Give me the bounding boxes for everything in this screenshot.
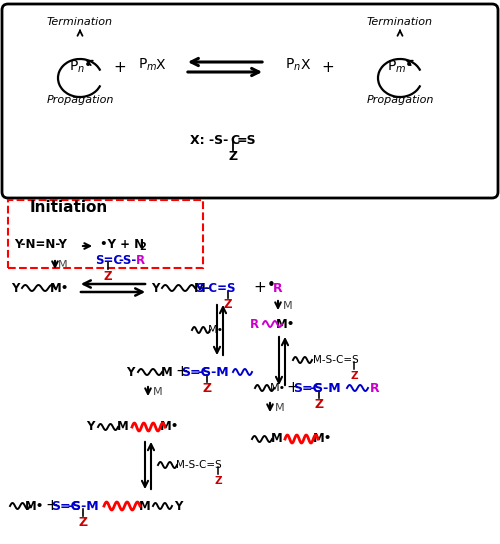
Text: M: M <box>139 499 151 512</box>
Text: Termination: Termination <box>47 17 113 27</box>
Text: X: X <box>300 58 310 72</box>
Text: =S: =S <box>237 133 256 146</box>
Text: Propagation: Propagation <box>46 95 114 105</box>
Text: M-S-C=S: M-S-C=S <box>176 460 222 470</box>
Text: M: M <box>275 403 285 413</box>
Text: R: R <box>370 381 380 394</box>
Text: S=C: S=C <box>95 254 122 267</box>
Text: •: • <box>266 279 276 294</box>
FancyBboxPatch shape <box>2 4 498 198</box>
Text: Z: Z <box>228 151 237 164</box>
Text: M: M <box>283 301 293 311</box>
Text: Z: Z <box>350 371 358 381</box>
Text: •: • <box>84 58 92 72</box>
Text: Y-N=N-Y: Y-N=N-Y <box>14 238 67 251</box>
Text: +: + <box>322 59 334 75</box>
Text: P$_n$: P$_n$ <box>69 59 85 75</box>
Text: S-C=S: S-C=S <box>195 281 235 294</box>
Text: R: R <box>273 281 283 294</box>
Text: Y: Y <box>86 421 94 434</box>
Text: S=C: S=C <box>52 499 80 512</box>
Text: Z: Z <box>104 269 112 282</box>
Text: M•: M• <box>270 383 286 393</box>
Text: M-S-C=S: M-S-C=S <box>313 355 359 365</box>
Text: +: + <box>114 59 126 75</box>
Text: Z: Z <box>202 382 211 395</box>
Text: Propagation: Propagation <box>366 95 434 105</box>
Text: P$_n$: P$_n$ <box>285 57 301 73</box>
Text: Y: Y <box>126 366 134 379</box>
Text: P$_m$: P$_m$ <box>388 59 406 75</box>
Text: •Y + N: •Y + N <box>100 238 144 250</box>
Text: +: + <box>254 281 266 295</box>
Text: Y: Y <box>174 499 182 512</box>
Text: M•: M• <box>160 421 180 434</box>
Text: +: + <box>286 380 300 395</box>
Text: Y: Y <box>11 281 19 294</box>
Text: X: -S-: X: -S- <box>190 133 228 146</box>
Bar <box>8 200 203 268</box>
Text: •: • <box>405 58 413 72</box>
Text: S=C: S=C <box>292 381 322 394</box>
Text: M•: M• <box>314 432 332 446</box>
Text: Initiation: Initiation <box>30 201 108 215</box>
Text: +: + <box>46 498 59 514</box>
Text: -S-: -S- <box>118 254 136 267</box>
Text: Z: Z <box>314 399 324 411</box>
Text: -S-M: -S-M <box>309 381 341 394</box>
Text: Y: Y <box>151 281 159 294</box>
Text: S=C: S=C <box>182 366 210 379</box>
Text: Termination: Termination <box>367 17 433 27</box>
Text: M•: M• <box>26 499 44 512</box>
Text: M: M <box>58 260 68 270</box>
Text: 2: 2 <box>140 242 146 252</box>
Text: X: X <box>155 58 165 72</box>
Text: -S-M: -S-M <box>197 366 229 379</box>
Text: Z: Z <box>78 516 88 529</box>
Text: M: M <box>161 366 173 379</box>
Text: +: + <box>176 364 188 380</box>
Text: M: M <box>153 387 163 397</box>
Text: P$_m$: P$_m$ <box>138 57 158 73</box>
Text: R: R <box>250 318 258 331</box>
Text: -S-M: -S-M <box>67 499 99 512</box>
Text: R: R <box>136 254 145 267</box>
Text: M•: M• <box>208 325 224 335</box>
Text: M•: M• <box>276 318 295 331</box>
Text: M: M <box>117 421 129 434</box>
Text: C: C <box>230 133 239 146</box>
Text: M-: M- <box>194 281 210 294</box>
Text: M•: M• <box>50 281 70 294</box>
Text: Z: Z <box>214 476 222 486</box>
Text: M: M <box>271 432 283 446</box>
Text: Z: Z <box>224 299 232 312</box>
